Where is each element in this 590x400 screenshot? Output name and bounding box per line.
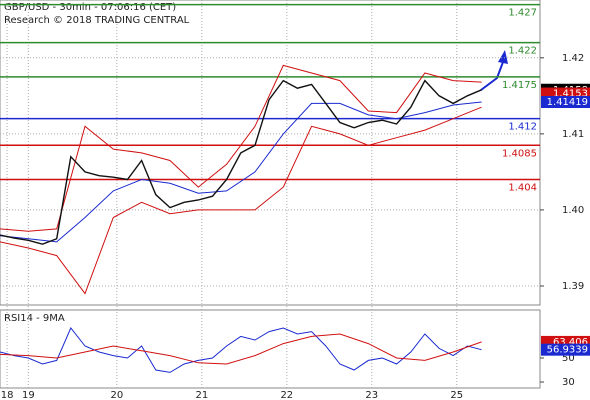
price-tag-label: 63.406: [553, 337, 588, 348]
level-label: 1.4175: [502, 80, 537, 91]
x-tick-label: 20: [110, 390, 123, 400]
price-tag-label: 1.41419: [547, 97, 588, 108]
x-tick-label: 25: [450, 390, 463, 400]
y-tick-label: 1.41: [562, 129, 584, 140]
y-tick-label: 50: [562, 353, 575, 364]
level-label: 1.4085: [502, 148, 537, 159]
main-frame: [0, 0, 541, 306]
level-label: 1.427: [508, 8, 537, 19]
x-tick-label: 21: [195, 390, 208, 400]
series-line: [0, 327, 482, 373]
x-tick-label: 19: [22, 390, 35, 400]
level-label: 1.412: [508, 122, 537, 133]
price-tag-label: 56.9339: [547, 345, 588, 356]
y-tick-label: 1.40: [562, 205, 584, 216]
forecast-arrow: [480, 61, 504, 91]
chart-subtitle: Research © 2018 TRADING CENTRAL: [4, 15, 190, 26]
x-tick-label: 23: [365, 390, 378, 400]
level-label: 1.422: [508, 46, 537, 57]
chart-title: GBP/USD - 30min - 07:06:16 (CET): [4, 2, 176, 13]
series-line: [0, 333, 482, 365]
series-line: [0, 79, 482, 245]
price-tag: [541, 343, 590, 356]
price-tag: [541, 95, 590, 108]
rsi-title: RSI14 - 9MA: [4, 313, 65, 324]
series-line: [0, 64, 482, 232]
y-tick-label: 30: [562, 377, 575, 388]
y-tick-label: 1.42: [562, 53, 584, 64]
rsi-frame: [0, 309, 541, 389]
series-line: [0, 106, 482, 295]
x-tick-label: 18: [1, 390, 14, 400]
arrow-head: [498, 50, 508, 64]
level-label: 1.404: [508, 183, 537, 194]
y-tick-label: 1.39: [562, 281, 584, 292]
price-tag-label: 1.4153: [553, 89, 588, 100]
x-tick-label: 22: [280, 390, 293, 400]
